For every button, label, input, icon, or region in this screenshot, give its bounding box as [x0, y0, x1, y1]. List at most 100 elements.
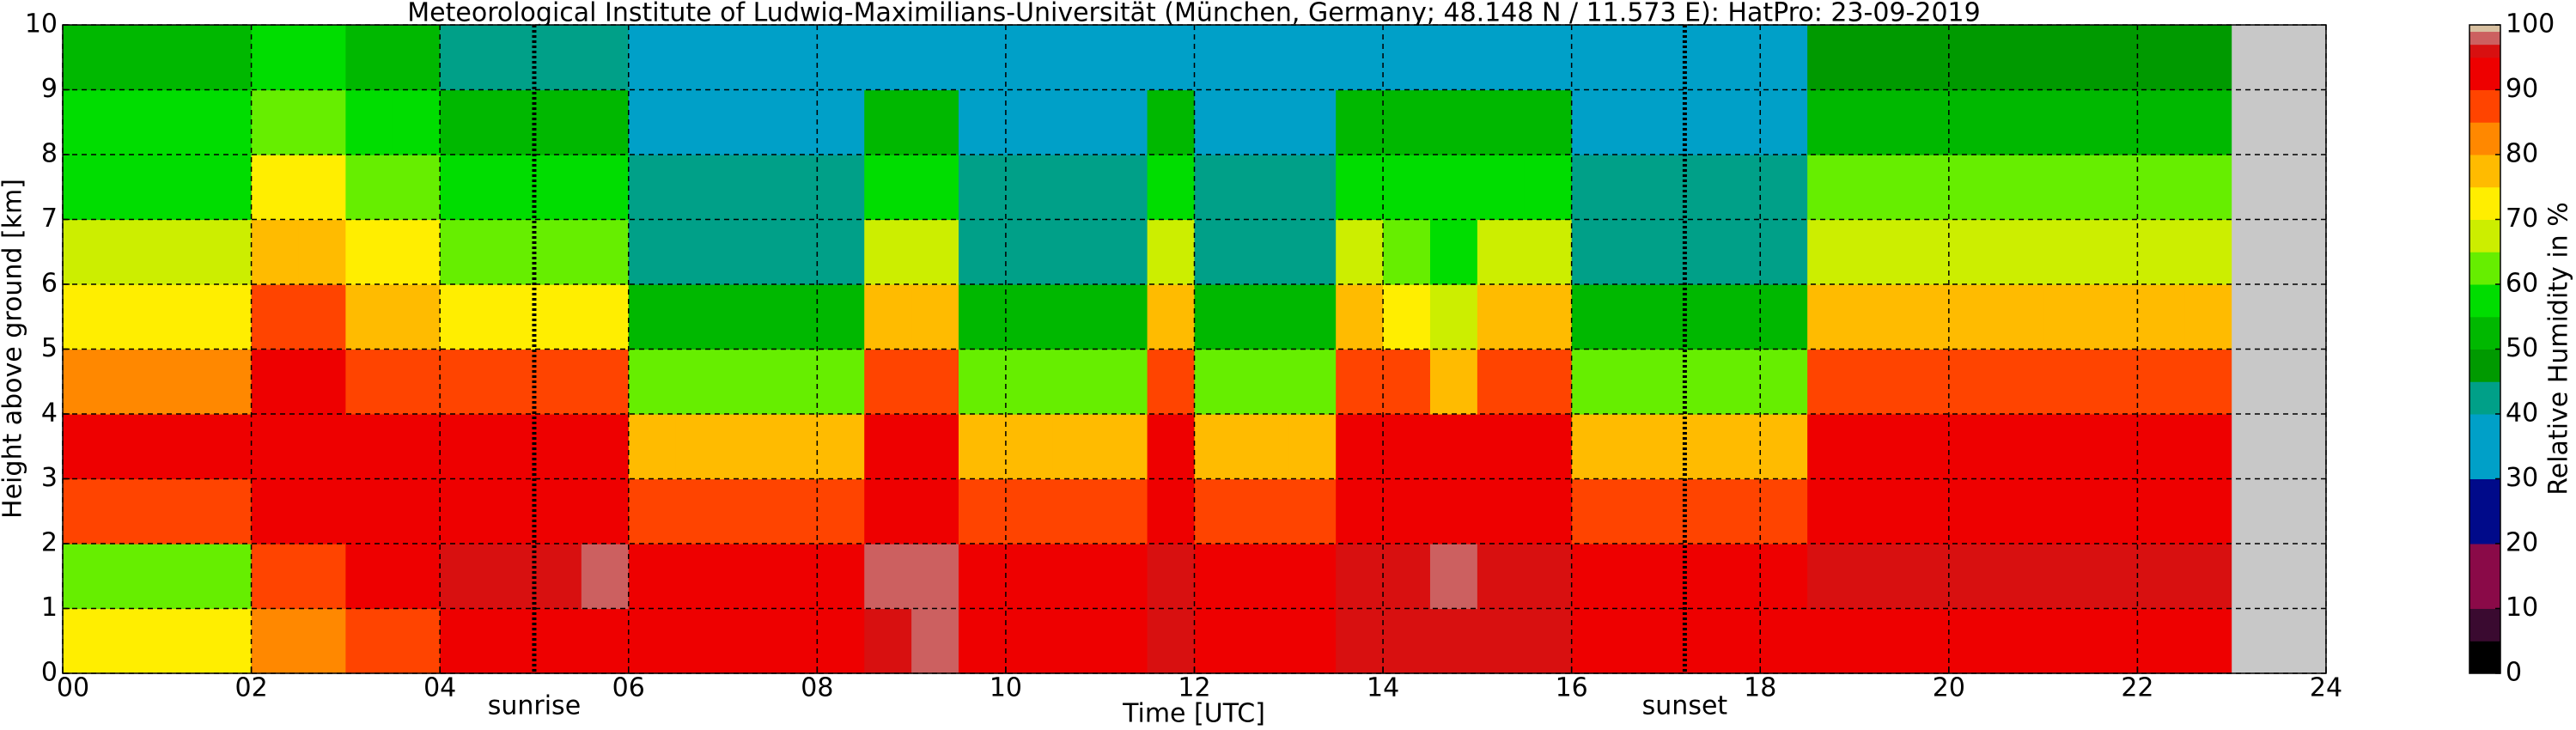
heat-cell	[1052, 89, 1101, 155]
heat-cell	[1194, 155, 1242, 221]
heat-cell	[864, 349, 912, 415]
colorbar-segment	[2469, 25, 2500, 33]
x-tick-label: 24	[2310, 673, 2342, 703]
heat-cell	[1524, 155, 1573, 221]
heat-cell	[1854, 25, 1903, 91]
heat-cell	[1995, 155, 2044, 221]
heat-cell	[345, 414, 393, 480]
colorbar-tick-label: 10	[2506, 593, 2538, 623]
heat-cell	[1760, 478, 1808, 544]
heat-cell	[1099, 478, 1148, 544]
heat-cell	[1901, 478, 1950, 544]
heat-cell	[864, 478, 912, 544]
heat-cell	[1524, 414, 1573, 480]
heat-cell	[911, 544, 959, 610]
heat-cell	[440, 89, 488, 155]
heat-cell	[1241, 25, 1289, 91]
heat-cell	[1383, 155, 1431, 221]
x-tick-label: 12	[1178, 673, 1210, 703]
colorbar-label: Relative Humidity in %	[2544, 202, 2574, 495]
heat-cell	[675, 414, 724, 480]
heat-cell	[204, 219, 253, 285]
heat-cell	[204, 25, 253, 91]
heat-cell	[63, 608, 111, 674]
heat-cell	[1760, 608, 1808, 674]
heat-cell	[1477, 284, 1526, 350]
heat-cell	[1524, 478, 1573, 544]
heat-cell	[1052, 155, 1101, 221]
heat-cell	[1099, 284, 1148, 350]
heat-cell	[770, 544, 818, 610]
heat-cell	[345, 349, 393, 415]
heat-cell	[1336, 349, 1384, 415]
heat-cell	[1854, 414, 1903, 480]
heat-cell	[1052, 478, 1101, 544]
heat-cell	[581, 89, 630, 155]
heat-cell	[1948, 544, 1997, 610]
heat-cell	[1429, 219, 1478, 285]
heat-cell	[251, 219, 300, 285]
heat-cell	[1901, 155, 1950, 221]
heat-cell	[2279, 349, 2327, 415]
heat-cell	[2137, 349, 2185, 415]
x-axis-label: Time [UTC]	[1122, 699, 1265, 729]
heat-cell	[1005, 89, 1054, 155]
heat-cell	[2184, 219, 2232, 285]
heat-cell	[1383, 478, 1431, 544]
heat-cell	[1760, 349, 1808, 415]
heat-cell	[1383, 284, 1431, 350]
heat-cell	[2232, 608, 2280, 674]
y-tick-label: 9	[41, 74, 58, 104]
colorbar-segment	[2469, 122, 2500, 155]
heat-cell	[2090, 478, 2139, 544]
heat-cell	[722, 478, 771, 544]
heat-cell	[1147, 478, 1196, 544]
heat-cell	[675, 219, 724, 285]
heat-cell	[1854, 478, 1903, 544]
heat-cell	[1618, 608, 1667, 674]
heat-cell	[1666, 478, 1714, 544]
heat-cell	[1524, 89, 1573, 155]
heat-cell	[1099, 608, 1148, 674]
heat-cell	[1948, 155, 1997, 221]
heat-cell	[722, 284, 771, 350]
heat-cell	[1147, 608, 1196, 674]
heat-cell	[1429, 25, 1478, 91]
heat-cell	[1713, 414, 1761, 480]
heat-cell	[1901, 608, 1950, 674]
heat-cell	[1901, 349, 1950, 415]
heat-cell	[1477, 414, 1526, 480]
heat-cell	[1194, 89, 1242, 155]
y-axis-label: Height above ground [km]	[0, 179, 28, 519]
colorbar-tick-label: 100	[2506, 9, 2555, 40]
heat-cell	[1618, 349, 1667, 415]
heat-cell	[2279, 414, 2327, 480]
heat-cell	[1807, 414, 1855, 480]
heat-cell	[1854, 284, 1903, 350]
heat-cell	[1901, 25, 1950, 91]
heat-cell	[2184, 155, 2232, 221]
colorbar-segment	[2469, 478, 2500, 544]
x-tick-label: 14	[1367, 673, 1399, 703]
heat-cell	[2184, 414, 2232, 480]
heat-cell	[204, 478, 253, 544]
heat-cell	[2043, 478, 2092, 544]
x-tick-label: 00	[57, 673, 89, 703]
heat-cell	[1429, 155, 1478, 221]
y-tick-label: 4	[41, 398, 58, 429]
heat-cell	[1241, 155, 1289, 221]
heat-cell	[1524, 608, 1573, 674]
colorbar-segment	[2469, 414, 2500, 479]
heat-cell	[345, 219, 393, 285]
heat-cell	[1429, 349, 1478, 415]
heat-cell	[1147, 219, 1196, 285]
colorbar-frame	[2469, 24, 2501, 674]
heat-cell	[1901, 544, 1950, 610]
heat-cell	[2184, 544, 2232, 610]
heat-cell	[1336, 414, 1384, 480]
heat-cell	[1618, 155, 1667, 221]
heat-cell	[109, 544, 158, 610]
heat-cell	[1147, 414, 1196, 480]
heat-cell	[2043, 219, 2092, 285]
heat-cell	[251, 25, 300, 91]
